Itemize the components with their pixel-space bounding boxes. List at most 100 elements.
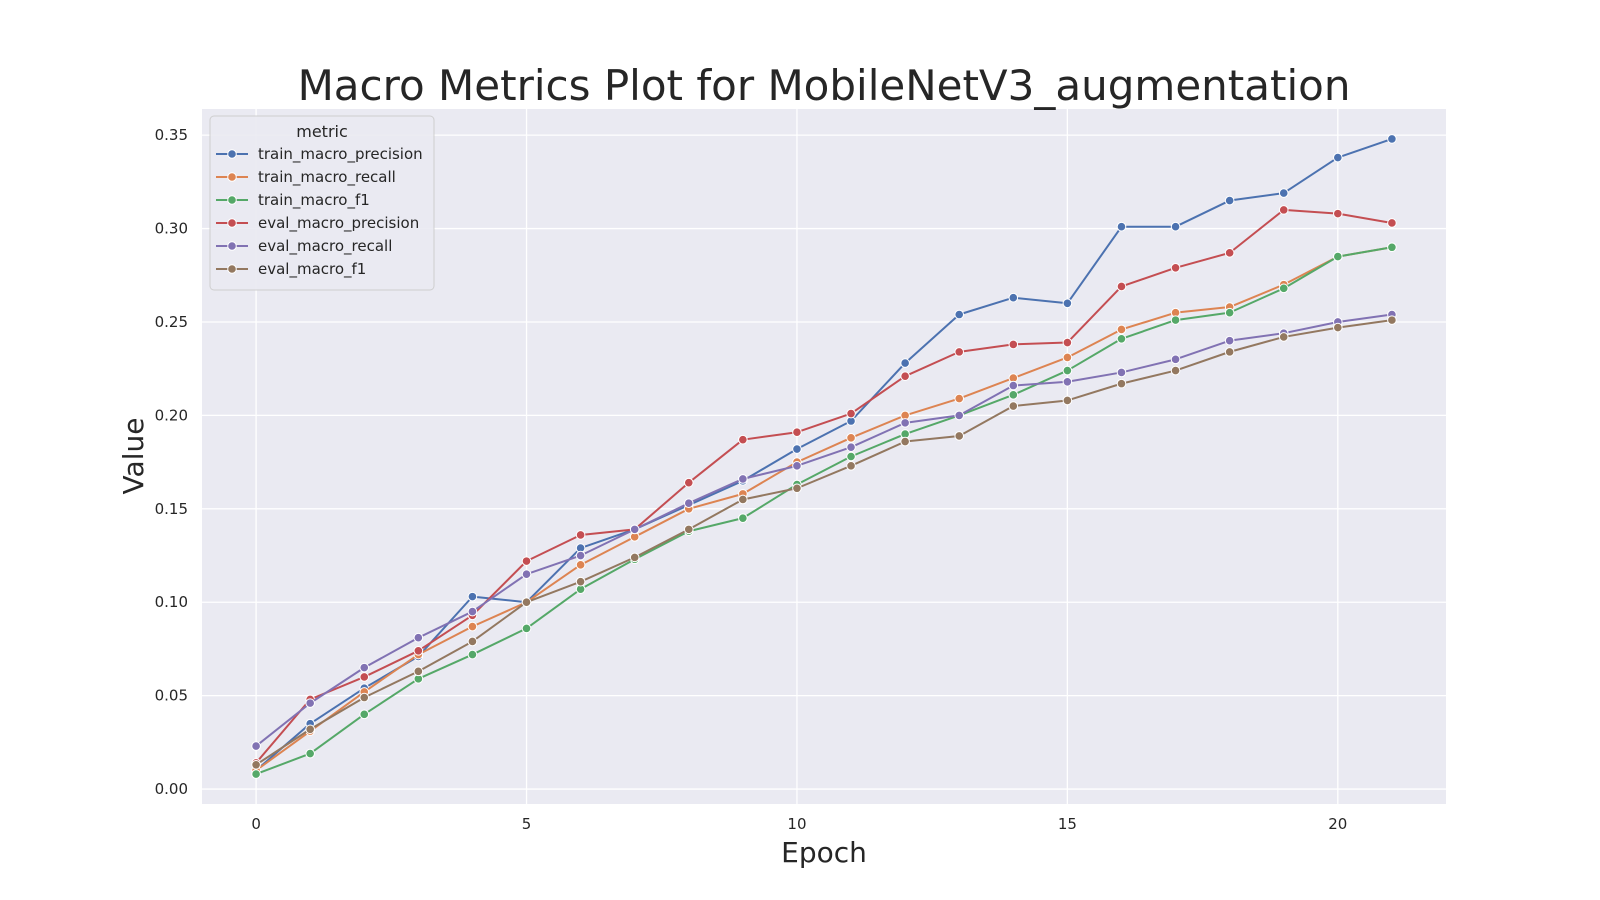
data-point <box>521 556 532 566</box>
data-point <box>575 550 586 561</box>
data-point <box>1008 390 1019 400</box>
data-point <box>683 477 694 488</box>
y-tick-labels: 0.00 0.05 0.10 0.15 0.20 0.25 0.30 0.35 <box>155 126 188 798</box>
data-point <box>1116 324 1127 335</box>
data-point <box>792 483 802 494</box>
data-point <box>1278 332 1289 342</box>
data-point <box>305 748 315 759</box>
data-point <box>575 576 586 587</box>
data-point <box>738 474 748 484</box>
data-point <box>629 524 640 535</box>
data-point <box>251 741 261 751</box>
data-point <box>1170 315 1181 325</box>
x-tick-label: 20 <box>1328 815 1347 833</box>
y-tick-label: 0.10 <box>155 593 188 611</box>
data-point <box>521 569 532 580</box>
data-point <box>305 724 315 735</box>
y-tick-label: 0.25 <box>155 313 188 331</box>
data-point <box>1170 263 1181 273</box>
data-point <box>413 666 424 677</box>
data-point <box>792 427 802 438</box>
data-point <box>1387 218 1397 228</box>
data-point <box>1278 188 1289 198</box>
data-point <box>954 410 965 421</box>
data-point <box>738 513 748 523</box>
legend-label: eval_macro_recall <box>258 237 392 256</box>
legend-marker <box>227 149 237 159</box>
data-point <box>467 649 478 660</box>
data-point <box>792 444 802 454</box>
data-point <box>1062 365 1073 376</box>
y-tick-label: 0.20 <box>155 406 188 424</box>
data-point <box>1116 221 1127 232</box>
data-point <box>1224 347 1235 357</box>
data-point <box>683 498 694 509</box>
legend-item: eval_macro_f1 <box>216 260 366 279</box>
series-eval_macro_precision <box>251 205 1397 768</box>
data-point <box>683 524 694 535</box>
data-point <box>467 606 478 617</box>
x-tick-label: 0 <box>251 815 261 833</box>
data-point <box>359 692 370 703</box>
data-point <box>1333 152 1343 163</box>
data-point <box>1008 292 1019 303</box>
legend-label: eval_macro_f1 <box>258 260 366 279</box>
legend-item: train_macro_precision <box>216 145 423 164</box>
x-tick-labels: 0 5 10 15 20 <box>251 815 1347 833</box>
legend-title: metric <box>296 122 348 141</box>
data-point <box>792 461 802 471</box>
y-tick-label: 0.15 <box>155 500 188 518</box>
legend-items: train_macro_precision train_macro_recallt… <box>216 145 423 279</box>
data-point <box>1116 281 1127 292</box>
data-point <box>954 309 965 320</box>
data-point <box>1062 298 1073 309</box>
legend-item: eval_macro_precision <box>216 214 419 233</box>
data-point <box>251 769 261 779</box>
data-point <box>521 597 532 608</box>
series-line-train_macro_recall <box>255 246 1393 772</box>
legend-label: eval_macro_precision <box>258 214 419 233</box>
data-point <box>1224 248 1235 258</box>
legend-marker <box>227 172 237 182</box>
legend-box <box>209 115 435 291</box>
x-tick-label: 15 <box>1058 815 1077 833</box>
data-point <box>1062 337 1073 348</box>
legend-label: train_macro_recall <box>258 168 396 187</box>
legend-item: eval_macro_recall <box>216 237 392 256</box>
x-tick-label: 10 <box>787 815 806 833</box>
y-tick-label: 0.35 <box>155 126 188 144</box>
x-tick-label: 5 <box>522 815 532 833</box>
data-point <box>900 371 910 381</box>
data-point <box>1116 333 1127 344</box>
data-point <box>1062 352 1073 363</box>
series-line-train_macro_precision <box>255 137 1393 772</box>
data-point <box>846 408 856 419</box>
y-tick-label: 0.05 <box>155 687 188 705</box>
series-line-eval_macro_f1 <box>255 319 1393 766</box>
data-point <box>1333 208 1343 219</box>
data-point <box>359 709 370 720</box>
series-lines <box>251 134 1397 779</box>
data-point <box>1387 242 1397 253</box>
data-point <box>359 662 370 673</box>
data-point <box>738 434 748 445</box>
data-point <box>467 621 478 632</box>
data-point <box>1008 380 1019 391</box>
data-point <box>359 672 370 682</box>
y-axis-label: Value <box>117 418 150 495</box>
x-axis-label: Epoch <box>781 836 867 869</box>
data-point <box>954 431 965 441</box>
legend-item: train_macro_recall <box>216 168 396 187</box>
data-point <box>1008 401 1019 411</box>
data-point <box>846 461 856 471</box>
chart-title: Macro Metrics Plot for MobileNetV3_augme… <box>298 61 1351 110</box>
legend-marker <box>227 264 237 274</box>
data-point <box>1333 322 1343 333</box>
data-point <box>1170 221 1181 232</box>
data-point <box>954 393 965 404</box>
data-point <box>900 418 910 428</box>
data-point <box>413 632 424 643</box>
data-point <box>738 494 748 505</box>
series-line-eval_macro_recall <box>255 313 1393 747</box>
